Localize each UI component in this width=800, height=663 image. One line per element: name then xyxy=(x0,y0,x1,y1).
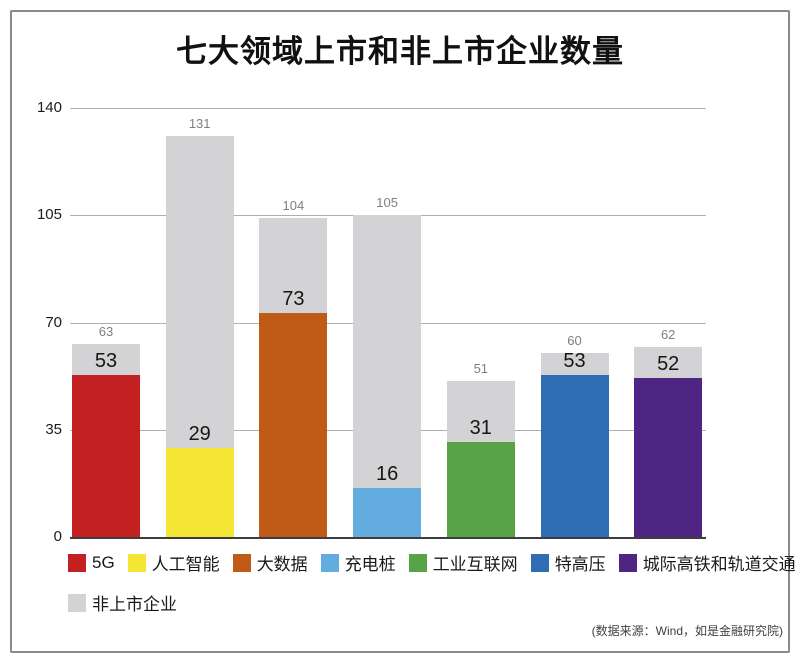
legend-item-特高压: 特高压 xyxy=(530,550,606,575)
bar-listed-大数据 xyxy=(259,313,328,537)
bar-total-label: 60 xyxy=(567,333,582,349)
y-tick-label: 35 xyxy=(45,420,62,438)
bar-unlisted-充电桩 xyxy=(353,215,422,537)
legend-label: 工业互联网 xyxy=(432,555,518,574)
bar-total-label: 62 xyxy=(660,327,676,342)
y-tick-label: 70 xyxy=(45,313,62,331)
y-tick-label: 140 xyxy=(36,99,62,116)
legend-label: 大数据 xyxy=(256,555,308,574)
legend-swatch xyxy=(618,553,637,572)
legend-item-人工智能: 人工智能 xyxy=(127,550,220,575)
gridline xyxy=(70,108,706,109)
bar-total-label: 63 xyxy=(98,323,114,339)
bar-value-label: 16 xyxy=(375,462,399,485)
legend-item-5G: 5G xyxy=(68,553,115,573)
legend-swatch xyxy=(320,553,339,572)
legend-item-工业互联网: 工业互联网 xyxy=(408,550,518,575)
bar-listed-特高压 xyxy=(540,374,609,537)
bar-value-label: 53 xyxy=(94,349,118,372)
legend-item-非上市企业: 非上市企业 xyxy=(68,590,177,615)
bar-total-label: 104 xyxy=(282,198,305,214)
bar-value-label: 53 xyxy=(563,349,586,372)
legend-row-categories: 5G 人工智能 大数据 充电桩 工业互联网 特高压 城际高铁和轨道交通 xyxy=(68,550,796,575)
bar-listed-充电桩 xyxy=(353,487,422,537)
legend-label: 特高压 xyxy=(554,555,606,574)
legend-label: 5G xyxy=(92,552,115,572)
bar-value-label: 73 xyxy=(282,288,305,311)
legend-label: 城际高铁和轨道交通 xyxy=(642,555,796,574)
bar-listed-工业互联网 xyxy=(446,442,515,537)
bar-total-label: 105 xyxy=(376,195,398,211)
y-tick-label: 105 xyxy=(36,206,62,224)
bar-listed-城际高铁和轨道交通 xyxy=(634,377,703,537)
legend-swatch xyxy=(127,553,146,572)
legend-label: 充电桩 xyxy=(344,555,396,574)
legend-swatch xyxy=(68,593,86,612)
legend-item-充电桩: 充电桩 xyxy=(320,550,396,575)
bar-value-label: 52 xyxy=(657,352,680,375)
legend-label: 人工智能 xyxy=(151,555,220,574)
legend-swatch xyxy=(232,553,251,572)
x-axis-baseline xyxy=(70,537,706,539)
legend-swatch xyxy=(530,553,549,572)
y-tick-label: 0 xyxy=(53,528,62,545)
bar-value-label: 31 xyxy=(469,417,492,439)
source-note: (数据来源：Wind，如是金融研究院) xyxy=(591,624,783,638)
bar-value-label: 29 xyxy=(188,423,211,446)
bar-total-label: 51 xyxy=(473,360,489,376)
legend-row-unlisted: 非上市企业 xyxy=(68,590,177,615)
legend-label: 非上市企业 xyxy=(92,595,177,614)
bar-listed-5G xyxy=(72,374,140,537)
legend-item-大数据: 大数据 xyxy=(232,550,308,575)
bar-listed-人工智能 xyxy=(165,448,234,537)
legend-swatch xyxy=(68,553,86,572)
legend-item-城际高铁和轨道交通: 城际高铁和轨道交通 xyxy=(618,550,796,575)
legend-swatch xyxy=(408,553,427,572)
chart-title: 七大领域上市和非上市企业数量 xyxy=(176,34,624,69)
bar-total-label: 131 xyxy=(188,115,211,131)
